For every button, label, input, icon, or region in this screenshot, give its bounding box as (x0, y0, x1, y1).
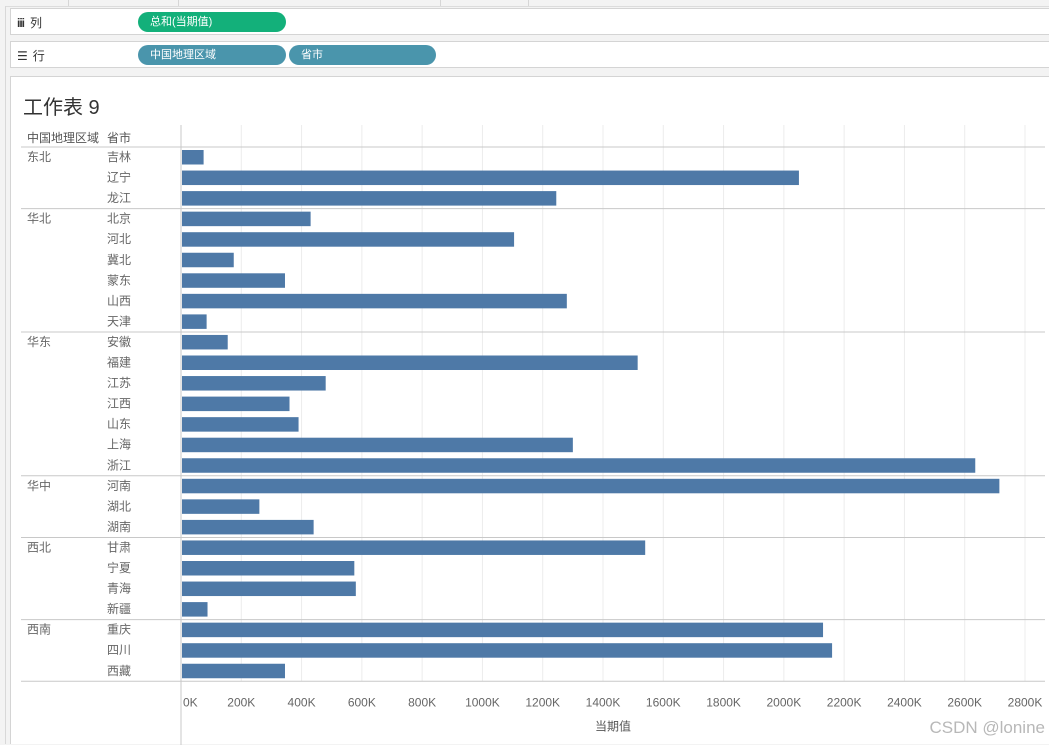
province-label: 福建 (107, 355, 131, 370)
province-label: 四川 (107, 643, 131, 657)
x-tick-label: 2600K (947, 695, 982, 709)
province-label: 浙江 (107, 458, 131, 472)
x-tick-label: 1600K (646, 695, 681, 709)
bar (182, 540, 646, 555)
bar (182, 417, 299, 432)
province-label: 湖北 (107, 498, 131, 513)
province-label: 龙江 (107, 191, 131, 205)
x-tick-label: 1400K (586, 695, 621, 709)
bar (182, 376, 326, 391)
x-tick-label: 2000K (767, 695, 802, 709)
x-tick-label: 400K (288, 695, 316, 709)
bar (182, 519, 314, 535)
bar (182, 622, 824, 638)
bar (182, 396, 290, 412)
region-label: 西北 (27, 540, 51, 554)
rows-shelf[interactable]: ☰ 行 中国地理区域 省市 (10, 41, 1049, 68)
x-tick-label: 600K (348, 695, 376, 709)
bar (182, 437, 573, 453)
columns-icon: iii (17, 15, 25, 30)
region-label: 华中 (27, 478, 51, 493)
province-label: 江苏 (107, 376, 131, 390)
columns-shelf[interactable]: iii 列 总和(当期值) (10, 8, 1049, 35)
x-tick-label: 1800K (706, 695, 741, 709)
region-pill[interactable]: 中国地理区域 (138, 45, 286, 65)
bar (182, 314, 207, 329)
rows-shelf-label: 行 (32, 49, 45, 63)
watermark: CSDN @lonine (929, 718, 1045, 737)
region-label: 西南 (27, 622, 51, 637)
province-label: 宁夏 (107, 560, 131, 575)
province-label: 北京 (107, 212, 131, 226)
province-label: 辽宁 (107, 170, 131, 185)
province-label: 河南 (107, 478, 131, 493)
province-label: 新疆 (107, 601, 131, 616)
bar (182, 334, 228, 350)
x-tick-label: 0K (183, 695, 198, 709)
bar (182, 211, 311, 227)
bar (182, 191, 557, 206)
x-tick-label: 2200K (827, 695, 862, 709)
bar (182, 293, 567, 309)
bar (182, 355, 638, 370)
x-tick-label: 800K (408, 695, 436, 709)
province-label: 冀北 (107, 253, 131, 267)
province-label: 西藏 (107, 664, 131, 678)
bar (182, 561, 355, 576)
bar (182, 478, 1000, 494)
province-label: 安徽 (107, 334, 131, 349)
columns-shelf-label: 列 (30, 16, 43, 30)
bar (182, 273, 285, 288)
province-label: 江西 (107, 397, 131, 411)
province-label: 甘肃 (107, 540, 131, 554)
province-label: 湖南 (107, 519, 131, 534)
x-tick-label: 2400K (887, 695, 922, 709)
sum-current-value-pill[interactable]: 总和(当期值) (138, 12, 286, 32)
province-label: 蒙东 (107, 273, 131, 287)
bar (182, 252, 234, 268)
x-axis-title: 当期值 (595, 718, 631, 733)
region-label: 华东 (27, 335, 51, 349)
bar (182, 150, 204, 165)
province-label: 山西 (107, 294, 131, 308)
province-label: 山东 (107, 417, 131, 431)
province-label: 重庆 (107, 623, 131, 637)
bar (182, 643, 833, 658)
bar (182, 232, 515, 247)
region-label: 东北 (27, 150, 51, 164)
bar (182, 170, 799, 186)
bar (182, 602, 208, 617)
x-tick-label: 1200K (525, 695, 560, 709)
province-label: 青海 (107, 581, 131, 596)
bar (182, 458, 976, 473)
region-label: 华北 (27, 212, 51, 226)
x-tick-label: 2800K (1008, 695, 1043, 709)
province-label: 天津 (107, 314, 131, 328)
province-label: 吉林 (107, 150, 131, 164)
bar (182, 581, 356, 597)
province-pill[interactable]: 省市 (289, 45, 436, 65)
province-label: 上海 (107, 437, 131, 452)
side-panel-edge (0, 6, 6, 744)
header-region: 中国地理区域 (27, 130, 99, 145)
bar (182, 499, 260, 514)
header-province: 省市 (107, 130, 131, 145)
top-toolbar-strip (0, 0, 1049, 7)
x-tick-label: 200K (227, 695, 255, 709)
province-label: 河北 (107, 232, 131, 246)
x-tick-label: 1000K (465, 695, 500, 709)
bar (182, 663, 285, 679)
rows-icon: ☰ (17, 48, 28, 63)
worksheet-canvas: 工作表 9 中国地理区域 省市东北 吉林辽宁龙江华北 北京河北冀北蒙东山西天津华东 安徽… (10, 76, 1049, 745)
sheet-title: 工作表 9 (23, 97, 100, 119)
